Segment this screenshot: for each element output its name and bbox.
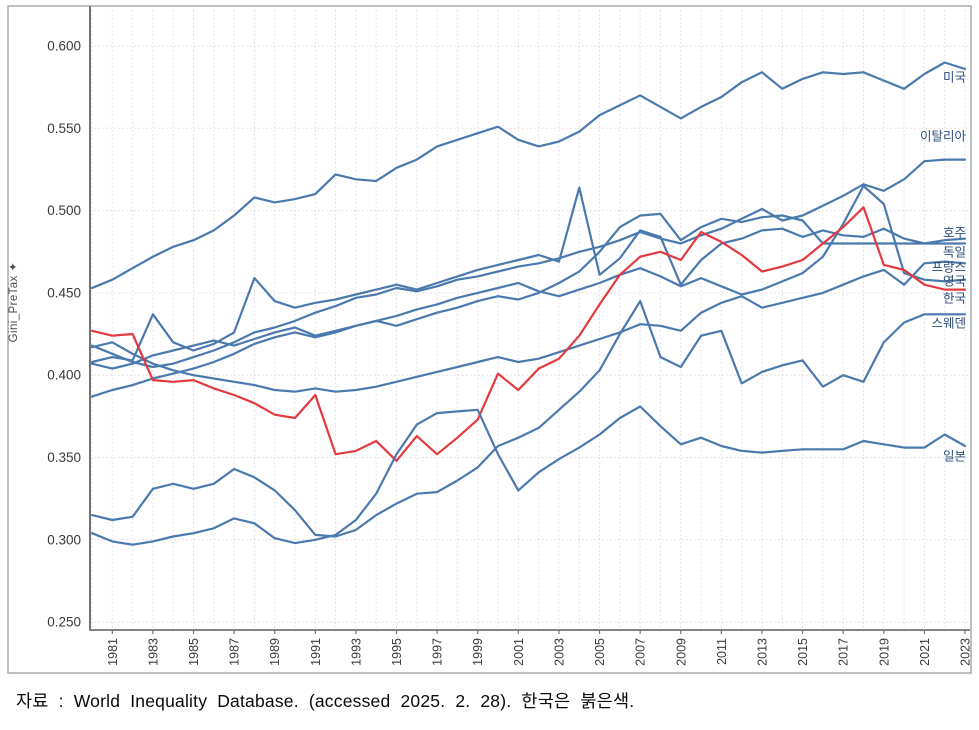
series-label-이탈리아: 이탈리아 bbox=[920, 130, 967, 144]
x-tick-label: 1981 bbox=[106, 638, 120, 666]
series-line-독일 bbox=[90, 212, 967, 370]
x-tick-label: 2003 bbox=[552, 638, 566, 666]
series-label-한국: 한국 bbox=[943, 292, 966, 306]
x-tick-label: 2019 bbox=[877, 638, 891, 666]
x-tick-label: 1995 bbox=[390, 638, 404, 666]
x-tick-label: 1991 bbox=[309, 638, 323, 666]
x-tick-label: 1989 bbox=[268, 638, 282, 666]
x-tick-label: 1985 bbox=[187, 638, 201, 666]
x-tick-label: 2007 bbox=[634, 638, 648, 666]
y-tick-label: 0.550 bbox=[47, 121, 81, 136]
x-tick-label: 2011 bbox=[715, 638, 729, 665]
x-tick-label: 2017 bbox=[837, 638, 851, 666]
x-tick-label: 2023 bbox=[959, 638, 973, 666]
series-line-일본 bbox=[90, 405, 967, 546]
y-tick-label: 0.400 bbox=[47, 368, 81, 383]
x-tick-label: 1983 bbox=[146, 638, 160, 666]
series-label-미국: 미국 bbox=[943, 70, 966, 84]
x-tick-label: 2009 bbox=[674, 638, 688, 666]
x-tick-label: 2015 bbox=[796, 638, 810, 666]
x-tick-label: 2001 bbox=[512, 638, 526, 666]
y-axis-title: Gini_PreTax ✦ bbox=[8, 262, 20, 343]
series-label-프랑스: 프랑스 bbox=[931, 260, 966, 274]
series-label-호주: 호주 bbox=[943, 226, 966, 240]
x-tick-label: 2013 bbox=[755, 638, 769, 666]
series-label-독일: 독일 bbox=[943, 246, 966, 260]
series-label-스웨덴: 스웨덴 bbox=[931, 316, 966, 330]
series-line-미국 bbox=[90, 61, 967, 290]
series-line-호주 bbox=[90, 186, 967, 364]
x-tick-label: 2005 bbox=[593, 638, 607, 666]
y-tick-label: 0.600 bbox=[47, 39, 81, 54]
source-caption: 자료 : World Inequality Database. (accesse… bbox=[16, 691, 635, 711]
series-line-이탈리아 bbox=[90, 158, 967, 369]
y-tick-label: 0.450 bbox=[47, 285, 81, 300]
x-tick-label: 1997 bbox=[431, 638, 445, 666]
x-tick-label: 1993 bbox=[349, 638, 363, 666]
figure-border bbox=[7, 5, 972, 674]
chart-canvas: 0.600 0.550 0.500 0.450 0.400 0.350 0.300 0.250… bbox=[7, 5, 973, 674]
series-line-한국 bbox=[90, 206, 967, 462]
series-label-영국: 영국 bbox=[943, 274, 966, 288]
y-tick-label: 0.500 bbox=[47, 203, 81, 218]
y-tick-label: 0.250 bbox=[47, 615, 81, 630]
x-tick-label: 1987 bbox=[228, 638, 242, 666]
series-label-일본: 일본 bbox=[943, 450, 966, 464]
series-line-영국 bbox=[90, 184, 967, 398]
x-tick-label: 2021 bbox=[918, 638, 932, 666]
x-tick-label: 1999 bbox=[471, 638, 485, 666]
series-line-스웨덴 bbox=[90, 300, 967, 538]
y-tick-label: 0.300 bbox=[47, 532, 81, 547]
y-tick-label: 0.350 bbox=[47, 450, 81, 465]
series-line-프랑스 bbox=[90, 260, 967, 393]
